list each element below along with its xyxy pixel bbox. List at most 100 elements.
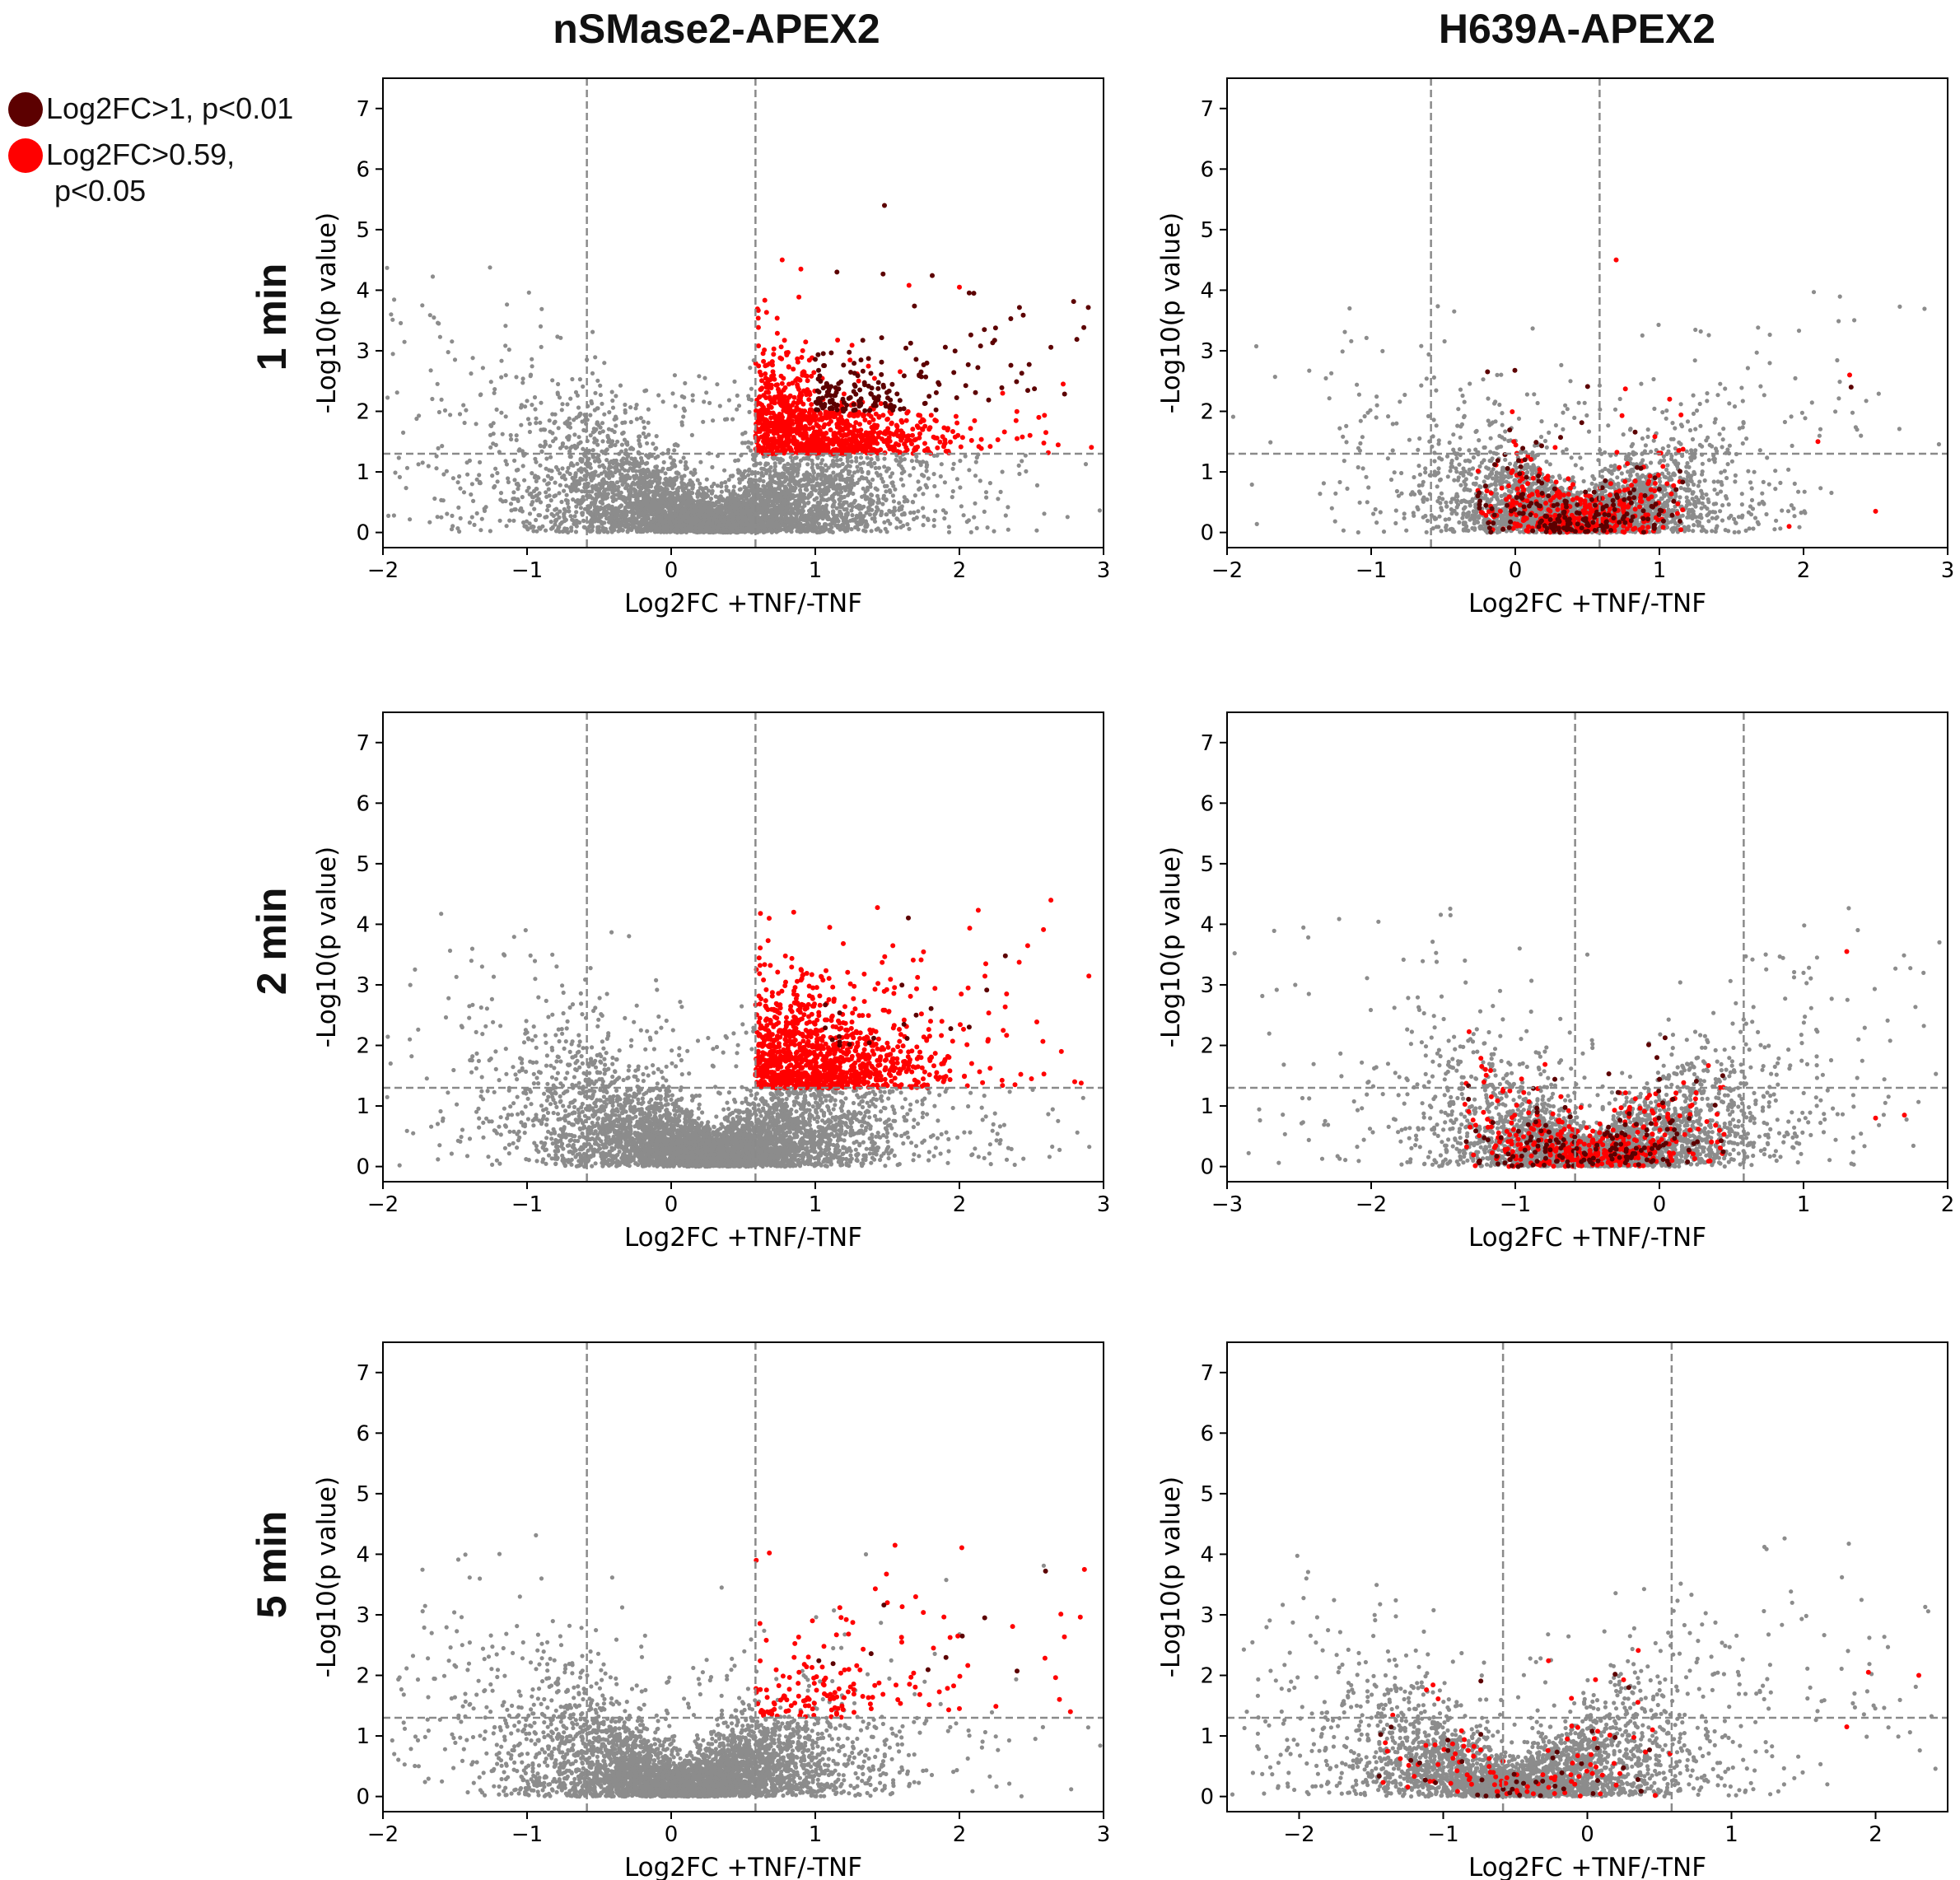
point-not-significant xyxy=(834,490,839,496)
point-not-significant xyxy=(559,499,564,505)
point-not-significant xyxy=(604,495,610,500)
point-not-significant xyxy=(642,425,647,431)
point-not-significant xyxy=(843,487,848,493)
point-not-significant xyxy=(458,515,463,521)
point-not-significant xyxy=(852,498,857,503)
point-not-significant xyxy=(810,511,815,516)
point-not-significant xyxy=(672,448,677,453)
point-not-significant xyxy=(908,473,912,478)
point-not-significant xyxy=(722,468,727,473)
point-not-significant xyxy=(663,477,668,482)
point-not-significant xyxy=(670,529,675,534)
point-not-significant xyxy=(562,488,567,493)
point-not-significant xyxy=(480,366,486,371)
point-not-significant xyxy=(653,464,658,469)
point-significant xyxy=(1042,413,1048,418)
point-not-significant xyxy=(385,265,390,270)
point-not-significant xyxy=(683,464,688,469)
point-not-significant xyxy=(660,399,665,404)
point-not-significant xyxy=(651,506,656,511)
point-not-significant xyxy=(467,458,473,464)
point-not-significant xyxy=(592,459,598,464)
point-not-significant xyxy=(539,306,544,311)
point-not-significant xyxy=(872,519,878,524)
point-not-significant xyxy=(932,483,937,489)
point-not-significant xyxy=(547,418,552,423)
point-not-significant xyxy=(852,517,856,522)
point-not-significant xyxy=(810,462,815,467)
point-not-significant xyxy=(800,505,805,510)
point-not-significant xyxy=(774,520,779,525)
point-not-significant xyxy=(723,480,728,485)
point-not-significant xyxy=(550,412,555,417)
point-not-significant xyxy=(735,515,740,520)
point-not-significant xyxy=(842,527,847,532)
point-not-significant xyxy=(818,529,823,534)
point-not-significant xyxy=(882,456,887,461)
point-not-significant xyxy=(665,501,670,506)
point-significant xyxy=(972,418,978,423)
point-not-significant xyxy=(534,416,539,421)
point-not-significant xyxy=(849,527,854,532)
point-not-significant xyxy=(840,495,845,501)
point-not-significant xyxy=(455,480,460,485)
point-not-significant xyxy=(588,433,593,438)
point-not-significant xyxy=(721,526,726,531)
point-not-significant xyxy=(533,407,538,412)
point-not-significant xyxy=(983,490,989,495)
point-not-significant xyxy=(985,525,990,530)
point-not-significant xyxy=(672,496,677,501)
point-not-significant xyxy=(491,441,496,446)
point-not-significant xyxy=(622,437,628,442)
point-not-significant xyxy=(923,483,928,487)
point-not-significant xyxy=(516,483,521,488)
point-not-significant xyxy=(824,474,828,480)
point-not-significant xyxy=(901,523,906,529)
point-not-significant xyxy=(590,514,595,519)
point-not-significant xyxy=(573,529,579,534)
point-not-significant xyxy=(627,460,632,465)
point-not-significant xyxy=(530,357,534,362)
point-not-significant xyxy=(449,527,455,532)
point-not-significant xyxy=(916,479,921,484)
point-not-significant xyxy=(534,529,539,534)
point-not-significant xyxy=(539,400,544,405)
point-not-significant xyxy=(761,478,766,484)
point-not-significant xyxy=(950,466,955,471)
point-not-significant xyxy=(593,355,598,360)
point-not-significant xyxy=(684,460,688,465)
point-not-significant xyxy=(882,520,887,525)
point-not-significant xyxy=(646,495,651,500)
point-not-significant xyxy=(568,455,573,460)
point-not-significant xyxy=(870,477,875,483)
point-not-significant xyxy=(806,522,811,527)
point-not-significant xyxy=(542,427,548,432)
point-not-significant xyxy=(619,442,625,447)
point-not-significant xyxy=(555,334,560,339)
point-not-significant xyxy=(673,404,678,408)
point-not-significant xyxy=(527,429,533,435)
point-not-significant xyxy=(698,521,703,526)
point-not-significant xyxy=(697,511,702,517)
point-not-significant xyxy=(572,432,577,437)
point-not-significant xyxy=(744,506,749,511)
point-not-significant xyxy=(838,457,843,462)
point-not-significant xyxy=(448,413,453,418)
point-not-significant xyxy=(798,517,803,522)
point-not-significant xyxy=(875,493,880,499)
point-not-significant xyxy=(848,518,853,523)
point-not-significant xyxy=(780,458,786,463)
point-not-significant xyxy=(432,315,436,320)
point-not-significant xyxy=(831,458,836,464)
point-not-significant xyxy=(646,420,651,425)
point-not-significant xyxy=(1097,508,1102,513)
point-not-significant xyxy=(799,483,804,489)
point-not-significant xyxy=(860,469,865,474)
point-not-significant xyxy=(686,492,691,497)
point-not-significant xyxy=(838,525,842,530)
point-not-significant xyxy=(527,511,533,516)
point-not-significant xyxy=(576,435,581,440)
point-not-significant xyxy=(450,524,455,529)
point-not-significant xyxy=(741,471,746,476)
point-not-significant xyxy=(548,455,553,460)
